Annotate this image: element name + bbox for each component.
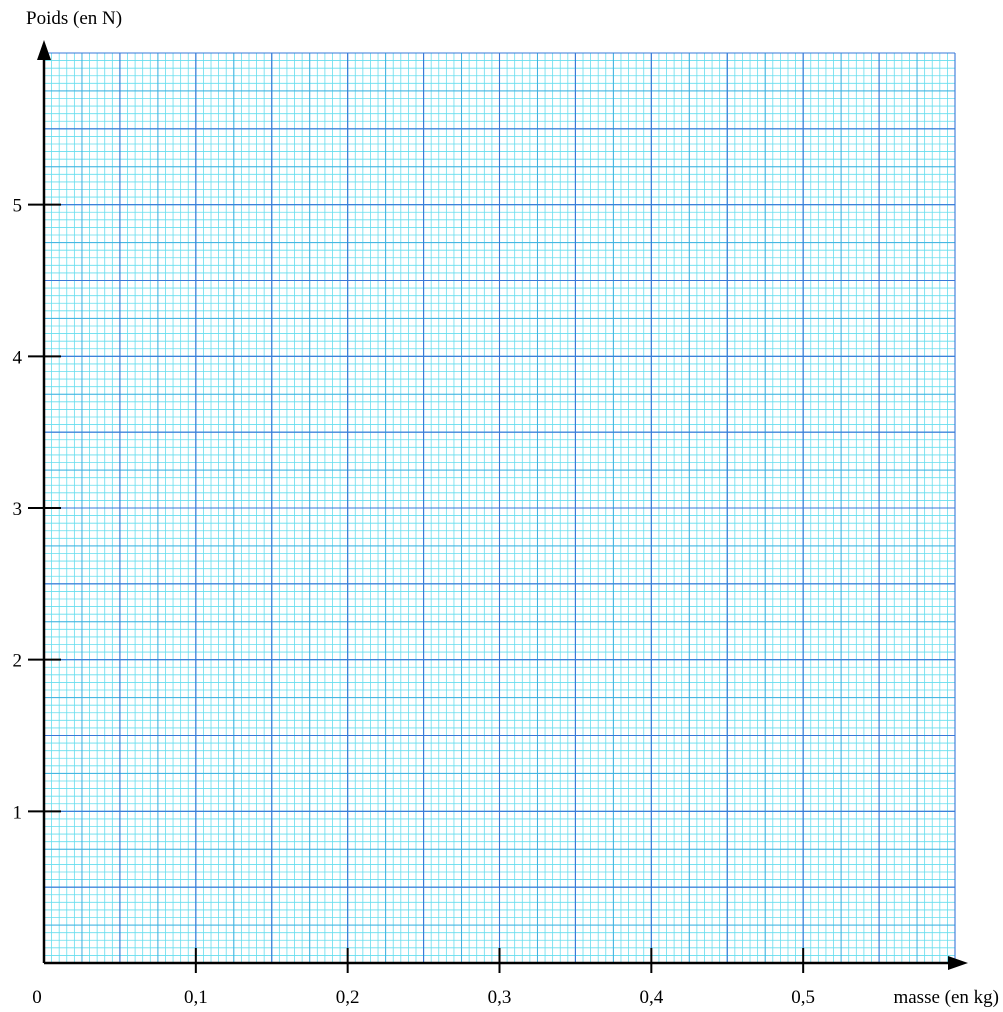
origin-label: 0 — [32, 987, 42, 1008]
x-tick-label: 0,3 — [488, 987, 512, 1008]
x-ticks: 0,1 0,2 0,3 0,4 0,5 — [184, 948, 815, 1008]
y-axis-arrow-icon — [37, 40, 51, 60]
x-tick-label: 0,2 — [336, 987, 360, 1008]
x-tick-label: 0,4 — [639, 987, 663, 1008]
x-tick-label: 0,5 — [791, 987, 815, 1008]
y-tick-label: 3 — [13, 499, 23, 520]
y-tick-label: 2 — [13, 651, 23, 672]
y-tick-label: 1 — [13, 802, 23, 823]
x-tick-label: 0,1 — [184, 987, 208, 1008]
y-tick-label: 4 — [13, 347, 23, 368]
x-axis-arrow-icon — [948, 956, 968, 970]
x-axis-label: masse (en kg) — [893, 987, 999, 1008]
grid-paper — [43, 52, 956, 964]
y-axis-label: Poids (en N) — [26, 8, 122, 29]
y-ticks: 1 2 3 4 5 — [13, 196, 61, 823]
y-tick-label: 5 — [13, 196, 23, 217]
